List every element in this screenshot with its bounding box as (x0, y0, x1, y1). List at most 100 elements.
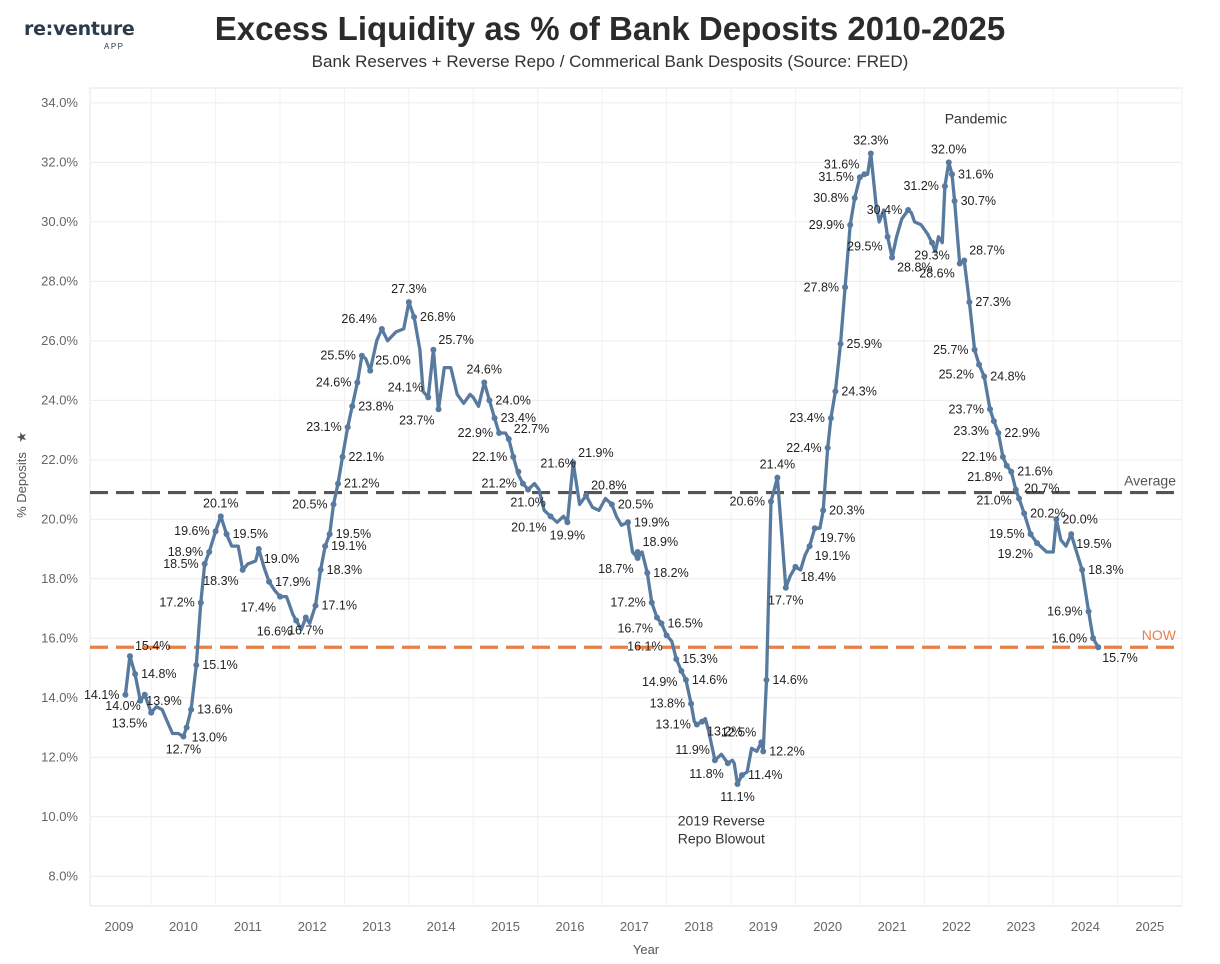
data-label: 11.4% (748, 768, 783, 782)
gridlines (89, 87, 1183, 907)
series-path (123, 151, 1100, 786)
data-label: 21.2% (481, 477, 516, 491)
data-point-marker (987, 406, 994, 413)
data-point-marker (405, 299, 412, 306)
pin-icon[interactable]: ★ (14, 431, 29, 443)
data-point-marker (223, 531, 230, 538)
data-point-marker (481, 379, 488, 386)
data-label: 18.3% (1088, 563, 1123, 577)
data-label: 24.1% (388, 380, 423, 394)
data-point-marker (693, 721, 700, 728)
x-tick-label: 2011 (234, 919, 262, 934)
data-label: 13.1% (655, 718, 690, 732)
data-label: 25.2% (939, 368, 974, 382)
data-point-marker (183, 724, 190, 731)
data-point-marker (430, 346, 437, 353)
data-label: 14.9% (642, 675, 677, 689)
data-label: 19.1% (331, 539, 366, 553)
data-point-marker (293, 617, 300, 624)
data-point-marker (564, 519, 571, 526)
data-label: 15.4% (135, 639, 170, 653)
data-point-marker (837, 340, 844, 347)
data-point-marker (734, 781, 741, 788)
data-point-marker (1095, 644, 1102, 651)
x-tick-label: 2019 (749, 919, 778, 934)
data-label: 21.9% (578, 446, 613, 460)
data-label: 25.9% (847, 337, 882, 351)
data-point-marker (999, 453, 1006, 460)
data-point-marker (496, 430, 503, 437)
chart-title: Excess Liquidity as % of Bank Deposits 2… (214, 10, 1006, 47)
data-label: 20.8% (591, 479, 626, 493)
data-label: 19.9% (550, 528, 585, 542)
data-label: 31.5% (818, 170, 853, 184)
x-tick-label: 2023 (1006, 919, 1035, 934)
data-point-marker (486, 397, 493, 404)
data-label: 18.7% (598, 562, 633, 576)
data-point-marker (673, 656, 680, 663)
data-point-marker (941, 183, 948, 190)
data-label: 13.9% (146, 694, 181, 708)
data-point-marker (188, 706, 195, 713)
data-point-marker (889, 254, 896, 261)
data-label: 27.8% (804, 280, 839, 294)
annotations: Pandemic 2019 Reverse Repo Blowout (678, 111, 1007, 847)
data-point-marker (624, 519, 631, 526)
data-label: 23.4% (501, 411, 536, 425)
x-tick-label: 2025 (1135, 919, 1164, 934)
data-point-marker (820, 507, 827, 514)
data-label: 14.6% (692, 673, 727, 687)
data-label: 28.6% (919, 266, 954, 280)
data-point-marker (949, 171, 956, 178)
data-point-marker (148, 709, 155, 716)
data-label: 21.0% (510, 496, 545, 510)
data-point-marker (658, 620, 665, 627)
data-label: 18.5% (163, 557, 198, 571)
data-point-marker (884, 233, 891, 240)
chart-annotation: Repo Blowout (678, 831, 765, 847)
x-tick-label: 2024 (1071, 919, 1100, 934)
data-label: 15.7% (1102, 651, 1137, 665)
data-point-marker (266, 578, 273, 585)
data-label: 11.1% (720, 790, 755, 804)
data-label: 23.7% (399, 413, 434, 427)
data-point-marker (851, 195, 858, 202)
data-point-marker (505, 435, 512, 442)
ref-label-now: NOW (1142, 627, 1177, 643)
data-label: 22.1% (349, 450, 384, 464)
data-point-marker (678, 668, 685, 675)
data-label: 16.9% (1047, 605, 1082, 619)
data-point-marker (824, 444, 831, 451)
data-label: 11.8% (689, 767, 724, 781)
data-label: 18.4% (800, 570, 835, 584)
data-point-marker (180, 733, 187, 740)
data-point-marker (349, 403, 356, 410)
y-tick-label: 14.0% (41, 690, 78, 705)
data-label: 26.8% (420, 310, 455, 324)
data-point-marker (682, 676, 689, 683)
data-point-marker (312, 602, 319, 609)
data-label: 13.5% (112, 717, 147, 731)
data-label: 19.0% (264, 552, 299, 566)
y-tick-label: 32.0% (41, 154, 78, 169)
data-point-marker (976, 361, 983, 368)
data-point-marker (583, 492, 590, 499)
data-point-marker (344, 424, 351, 431)
data-point-marker (354, 379, 361, 386)
data-label: 17.9% (275, 575, 310, 589)
data-point-marker (326, 531, 333, 538)
x-tick-label: 2020 (813, 919, 842, 934)
data-point-marker (212, 528, 219, 535)
data-point-marker (1034, 540, 1041, 547)
y-tick-label: 20.0% (41, 511, 78, 526)
data-label: 11.9% (675, 743, 710, 757)
x-tick-label: 2013 (362, 919, 391, 934)
data-point-marker (827, 415, 834, 422)
data-point-marker (122, 691, 129, 698)
data-point-marker (193, 662, 200, 669)
data-label: 30.7% (961, 194, 996, 208)
data-label: 29.3% (914, 249, 949, 263)
data-point-marker (491, 415, 498, 422)
data-point-marker (1053, 516, 1060, 523)
